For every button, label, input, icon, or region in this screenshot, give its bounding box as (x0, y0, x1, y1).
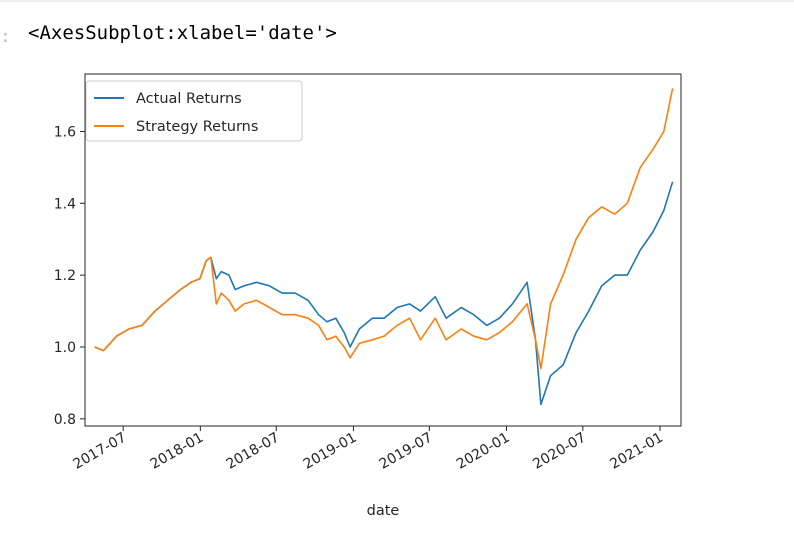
x-tick-label: 2020-01 (454, 430, 513, 473)
x-axis: 2017-07 2018-01 2018-07 2019-01 2019-07 2020-… (71, 426, 666, 473)
y-tick-label: 1.6 (54, 124, 76, 140)
x-tick-label: 2018-01 (148, 430, 207, 473)
legend-label-actual-returns: Actual Returns (136, 91, 242, 107)
cell-prompt: : (0, 26, 11, 47)
x-tick-label: 2021-01 (607, 430, 666, 473)
legend-box (85, 80, 303, 142)
y-tick-label: 0.8 (54, 412, 76, 428)
cell-output-text: <AxesSubplot:xlabel='date'> (28, 22, 337, 44)
y-tick-label: 1.2 (54, 268, 76, 284)
x-tick-label: 2019-01 (301, 430, 360, 473)
plot-frame (84, 73, 682, 427)
legend-label-strategy-returns: Strategy Returns (136, 119, 258, 135)
series-lines (94, 88, 674, 406)
y-tick-label: 1.0 (54, 340, 76, 356)
x-tick-label: 2017-07 (71, 430, 130, 473)
x-axis-label: date (367, 503, 400, 519)
x-tick-label: 2019-07 (377, 430, 436, 473)
series-line-strategy-returns (94, 88, 674, 370)
x-tick-label: 2020-07 (530, 430, 589, 473)
legend: Actual Returns Strategy Returns (85, 80, 303, 142)
cell-top-border (0, 0, 794, 2)
y-tick-label: 1.4 (54, 196, 76, 212)
y-axis: 0.8 1.0 1.2 1.4 1.6 (54, 124, 85, 428)
x-tick-label: 2018-07 (224, 430, 283, 473)
series-line-actual-returns (94, 181, 674, 406)
